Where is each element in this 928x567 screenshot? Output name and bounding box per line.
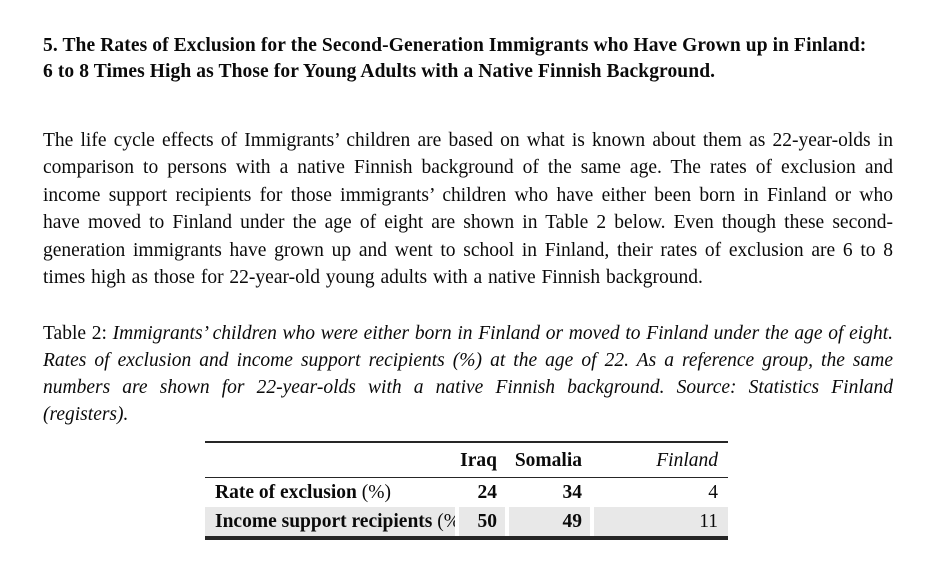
row-label-unit: (%) <box>361 481 392 503</box>
section-heading: 5. The Rates of Exclusion for the Second… <box>43 33 893 85</box>
column-header-finland: Finland <box>590 443 728 479</box>
table-bottom-rule <box>205 536 728 541</box>
row-label-rate-of-exclusion: Rate of exclusion (%) <box>205 478 455 507</box>
value-rate-finland: 4 <box>708 481 718 503</box>
row-label-income-support: Income support recipients (%) <box>205 507 455 537</box>
table-2: Iraq Somalia Finland Rate of exclusion (… <box>205 441 728 541</box>
caption-label: Table 2: <box>43 323 107 345</box>
table-row-income-support: Income support recipients (%) 50 49 11 <box>205 507 728 537</box>
column-header-somalia: Somalia <box>505 443 590 479</box>
column-header-iraq: Iraq <box>455 443 505 479</box>
heading-line-1: 5. The Rates of Exclusion for the Second… <box>43 35 867 56</box>
header-spacer-cell <box>205 443 455 479</box>
value-income-somalia: 49 <box>505 507 590 537</box>
value-income-iraq: 50 <box>455 507 505 537</box>
row-label-unit: (%) <box>437 510 455 532</box>
heading-line-2: 6 to 8 Times High as Those for Young Adu… <box>43 61 716 82</box>
table-caption: Table 2: Immigrants’ children who were e… <box>43 320 893 428</box>
table-header-row: Iraq Somalia Finland <box>205 443 728 479</box>
table-row-rate-of-exclusion: Rate of exclusion (%) 24 34 4 <box>205 478 728 507</box>
caption-text: Immigrants’ children who were either bor… <box>43 323 894 426</box>
row-label-text: Rate of exclusion <box>215 481 357 503</box>
data-table: Iraq Somalia Finland Rate of exclusion (… <box>205 441 728 537</box>
value-rate-somalia: 34 <box>562 481 583 503</box>
value-rate-iraq: 24 <box>477 481 498 503</box>
row-label-text: Income support recipients <box>215 510 433 532</box>
body-paragraph: The life cycle effects of Immigrants’ ch… <box>43 130 893 289</box>
value-income-finland: 11 <box>590 507 728 537</box>
